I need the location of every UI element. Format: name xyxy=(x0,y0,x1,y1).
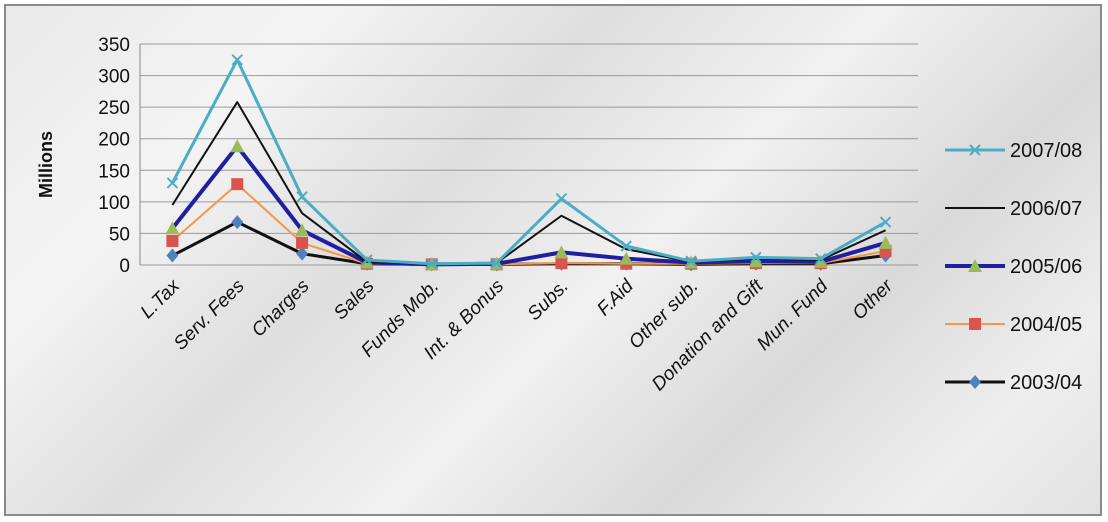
x-tick-label: F.Aid xyxy=(593,275,638,320)
x-tick-label: Donation and Gift xyxy=(648,275,768,395)
x-tick-label: L.Tax xyxy=(137,275,185,323)
data-point xyxy=(296,246,309,261)
data-point xyxy=(426,258,438,270)
legend-label: 2007/08 xyxy=(1010,140,1082,162)
series-line-2004-05 xyxy=(171,183,886,266)
data-point xyxy=(166,248,179,263)
y-tick-label: 250 xyxy=(98,98,130,119)
legend-label: 2006/07 xyxy=(1010,198,1082,220)
data-point xyxy=(361,254,373,266)
data-point xyxy=(490,257,503,269)
data-point xyxy=(296,191,308,203)
data-point xyxy=(554,245,569,259)
data-point xyxy=(748,254,763,268)
data-point xyxy=(879,216,892,228)
x-tick-label: Sales xyxy=(330,275,379,324)
data-point xyxy=(813,254,828,268)
data-point xyxy=(750,251,762,264)
data-point xyxy=(620,240,632,252)
y-tick-label: 300 xyxy=(98,67,130,88)
data-point xyxy=(969,375,981,389)
y-tick-label: 150 xyxy=(98,161,130,182)
data-point xyxy=(231,178,244,191)
series-lines xyxy=(165,54,893,272)
chart-frame xyxy=(4,4,1102,516)
data-point xyxy=(969,144,981,156)
data-point xyxy=(555,257,568,270)
data-point xyxy=(230,139,245,153)
data-point xyxy=(878,235,893,249)
data-point xyxy=(555,192,568,205)
y-tick-label: 350 xyxy=(98,35,130,56)
x-tick-label: Other xyxy=(849,275,898,324)
x-tick-label: Mun. Fund xyxy=(753,275,833,355)
series-line-2005-06 xyxy=(170,144,887,267)
y-tick-label: 200 xyxy=(98,130,130,151)
data-point xyxy=(685,255,697,267)
series-line-2006-07 xyxy=(171,101,886,265)
y-axis-label: Millions xyxy=(36,131,56,198)
data-point xyxy=(968,259,982,272)
legend-label: 2003/04 xyxy=(1010,372,1082,394)
series-line-2007-08 xyxy=(171,58,887,266)
x-tick-label: Serv. Fees xyxy=(170,275,249,354)
data-point xyxy=(166,177,179,189)
data-point xyxy=(969,318,981,330)
y-axis-ticks: 0 50 100 150 200 250 300 350 xyxy=(98,35,130,277)
x-tick-label: Charges xyxy=(248,275,314,341)
data-point xyxy=(166,235,179,248)
y-tick-label: 50 xyxy=(109,224,130,245)
data-point xyxy=(165,221,180,235)
data-point xyxy=(815,252,827,265)
legend-label: 2005/06 xyxy=(1010,256,1082,278)
data-point xyxy=(295,223,310,237)
legend: 2007/08 2006/07 2005/06 2004/05 2003/04 xyxy=(945,140,1082,394)
y-tick-label: 0 xyxy=(119,256,130,277)
y-tick-label: 100 xyxy=(98,193,130,214)
x-tick-label: Subs. xyxy=(524,276,573,325)
data-point xyxy=(296,236,309,249)
data-point xyxy=(231,215,244,230)
data-point xyxy=(231,54,243,66)
legend-label: 2004/05 xyxy=(1010,314,1082,336)
data-point xyxy=(619,251,634,265)
